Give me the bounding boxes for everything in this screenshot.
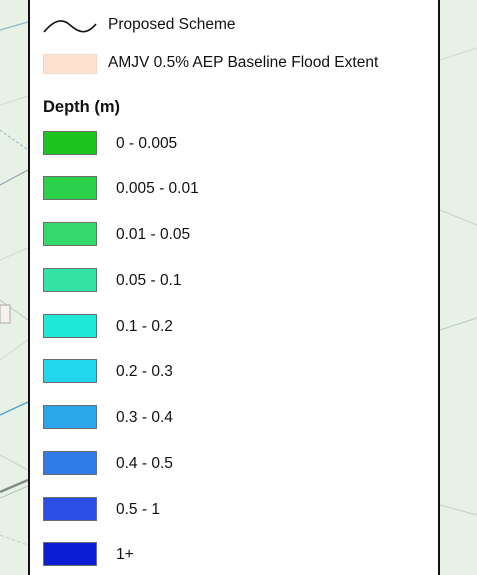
depth-swatch [43, 451, 97, 475]
depth-class-item: 1+ [30, 542, 438, 572]
depth-class-item: 0.005 - 0.01 [30, 176, 438, 206]
depth-class-label: 1+ [116, 546, 134, 563]
baseline-extent-swatch [43, 54, 97, 74]
depth-class-label: 0.4 - 0.5 [116, 455, 173, 472]
depth-swatch [43, 497, 97, 521]
map-legend: Proposed Scheme AMJV 0.5% AEP Baseline F… [28, 0, 440, 575]
legend-item-baseline-extent: AMJV 0.5% AEP Baseline Flood Extent [30, 50, 438, 80]
depth-swatch [43, 222, 97, 246]
depth-class-label: 0.2 - 0.3 [116, 363, 173, 380]
depth-class-label: 0 - 0.005 [116, 135, 178, 152]
depth-class-item: 0.4 - 0.5 [30, 451, 438, 481]
depth-swatch [43, 176, 97, 200]
depth-swatch [43, 268, 97, 292]
depth-class-item: 0.01 - 0.05 [30, 222, 438, 252]
depth-class-item: 0 - 0.005 [30, 131, 438, 161]
depth-swatch [43, 359, 97, 383]
proposed-scheme-label: Proposed Scheme [108, 16, 236, 33]
depth-class-label: 0.05 - 0.1 [116, 272, 182, 289]
depth-class-label: 0.1 - 0.2 [116, 318, 173, 335]
depth-swatch [43, 405, 97, 429]
depth-class-item: 0.05 - 0.1 [30, 268, 438, 298]
depth-swatch [43, 542, 97, 566]
depth-legend-title: Depth (m) [43, 98, 120, 116]
depth-class-label: 0.5 - 1 [116, 501, 160, 518]
depth-swatch [43, 314, 97, 338]
baseline-extent-label: AMJV 0.5% AEP Baseline Flood Extent [108, 54, 379, 71]
proposed-scheme-line-icon [43, 20, 97, 33]
legend-item-proposed-scheme: Proposed Scheme [30, 8, 438, 38]
depth-class-label: 0.01 - 0.05 [116, 226, 191, 243]
depth-class-item: 0.3 - 0.4 [30, 405, 438, 435]
depth-swatch [43, 131, 97, 155]
depth-class-item: 0.5 - 1 [30, 497, 438, 527]
depth-class-label: 0.3 - 0.4 [116, 409, 173, 426]
depth-class-item: 0.1 - 0.2 [30, 314, 438, 344]
depth-class-item: 0.2 - 0.3 [30, 359, 438, 389]
depth-class-label: 0.005 - 0.01 [116, 180, 199, 197]
